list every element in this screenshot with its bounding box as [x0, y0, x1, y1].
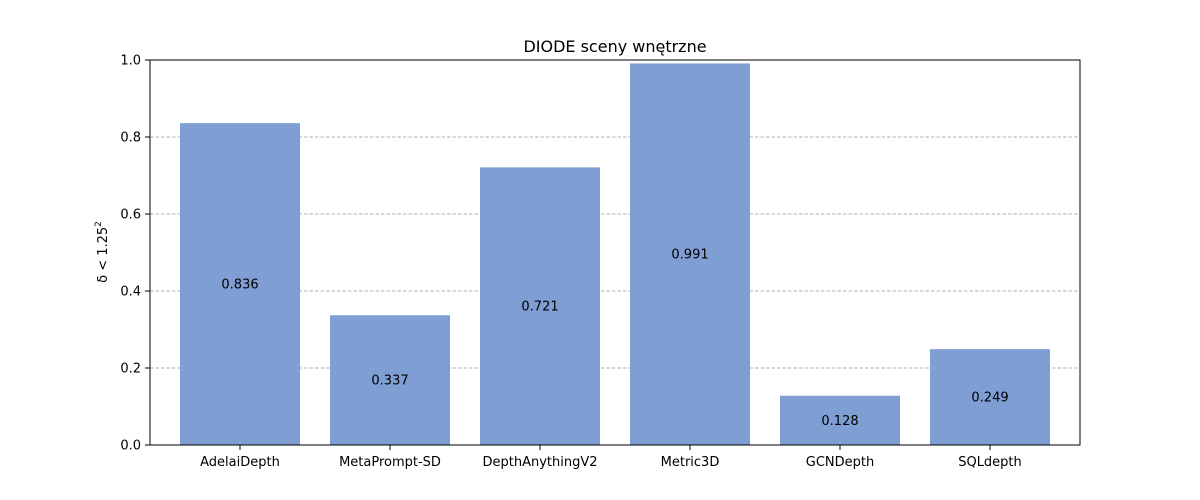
bar-metric3d — [630, 63, 750, 446]
bars — [180, 63, 1050, 446]
y-axis-label-superscript: 2 — [94, 221, 104, 227]
x-tick-label: SQLdepth — [958, 455, 1022, 470]
grid-lines — [150, 136, 1080, 369]
bar-value-label: 0.337 — [371, 374, 408, 389]
bar-value-label: 0.721 — [521, 300, 558, 315]
y-axis-label: δ < 1.252 — [94, 221, 111, 283]
bar-value-label: 0.836 — [221, 278, 258, 293]
bar-value-labels: 0.836 0.337 0.721 0.991 0.128 0.249 — [221, 248, 1008, 429]
x-tick-label: MetaPrompt-SD — [339, 455, 441, 470]
bar-value-label: 0.128 — [821, 414, 858, 429]
y-axis: 0.0 0.2 0.4 0.6 0.8 1.0 — [120, 54, 150, 454]
bar-value-label: 0.249 — [971, 391, 1008, 406]
bar-value-label: 0.991 — [671, 248, 708, 263]
plot-frame — [149, 59, 1081, 446]
bar-adelaidepth — [180, 123, 300, 445]
x-tick-label: DepthAnythingV2 — [482, 455, 597, 470]
bar-gcndepth — [780, 395, 900, 445]
y-tick-label: 0.4 — [120, 285, 141, 300]
y-tick-label: 0.2 — [120, 362, 141, 377]
x-axis: AdelaiDepth MetaPrompt-SD DepthAnythingV2 M… — [200, 445, 1022, 470]
bar-sqldepth — [930, 349, 1050, 445]
y-axis-label-base: δ < 1.25 — [96, 227, 111, 283]
y-tick-label: 1.0 — [120, 54, 141, 69]
y-tick-label: 0.8 — [120, 131, 141, 146]
x-tick-label: GCNDepth — [806, 455, 874, 470]
x-tick-label: AdelaiDepth — [200, 455, 280, 470]
y-tick-label: 0.6 — [120, 208, 141, 223]
y-tick-label: 0.0 — [120, 439, 141, 454]
chart-title: DIODE sceny wnętrzne — [523, 37, 706, 56]
x-tick-label: Metric3D — [661, 455, 720, 470]
bar-metaprompt-sd — [330, 315, 450, 445]
bar-depthanythingv2 — [480, 167, 600, 446]
